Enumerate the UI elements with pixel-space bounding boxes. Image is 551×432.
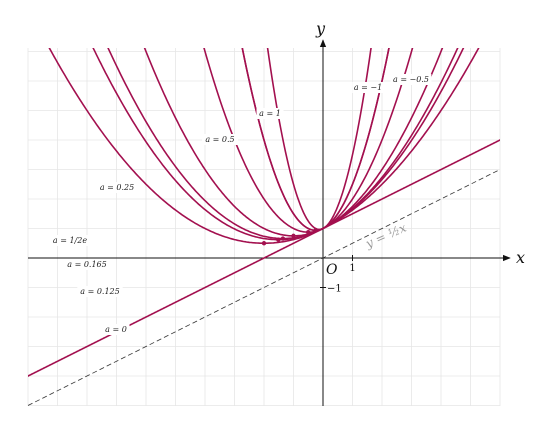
curve-a-0-165: [92, 48, 465, 241]
curve-a-0-25: [143, 48, 444, 237]
minimum-point-a-0-165: [276, 237, 281, 242]
series-label-a-0: a = 0: [105, 325, 127, 334]
series-label-background: [64, 259, 110, 270]
x-tick-label-1: 1: [349, 263, 355, 274]
curve-a-1: [241, 48, 390, 232]
series-label-a-0-25: a = 0.25: [100, 183, 134, 192]
series-label-a-1-2e: a = 1/2e: [53, 236, 87, 245]
minimum-point-a-0-5: [306, 229, 311, 235]
series-label-background: [102, 324, 130, 335]
minimum-point-group: [261, 228, 318, 246]
curve-a-1-2e: [107, 48, 459, 240]
minimum-point-a-0-125: [261, 241, 267, 246]
grid: [27, 48, 501, 406]
minimum-point-a-1: [313, 228, 318, 233]
series-label-a-0-125: a = 0.125: [80, 287, 119, 296]
curve-a-0: [28, 139, 500, 377]
curve-a-0-5: [203, 48, 414, 233]
series-label-a-1: a = 1: [259, 109, 281, 118]
series-label-a-minus-1: a = −1: [354, 83, 382, 92]
series-label-background: [49, 235, 91, 246]
series-label-background: [256, 108, 284, 119]
series-label-background: [96, 182, 138, 193]
series-label-a-minus-0-5: a = −0.5: [393, 75, 429, 84]
series-label-background: [77, 286, 123, 297]
series-label-background: [390, 74, 432, 85]
asymptote-label: y = ½x: [363, 220, 409, 251]
y-axis-label: y: [315, 19, 326, 38]
series-label-group: a = −0.5 a = −1 a = 1 a = 0.5 a = 0.25 a = 1/…: [49, 74, 432, 335]
y-tick-label-minus-1: −1: [327, 284, 342, 295]
origin-label: O: [326, 262, 338, 278]
series-label-background: [201, 134, 239, 145]
minimum-point-a-0-25: [291, 233, 296, 239]
x-axis-label: x: [516, 248, 525, 267]
series-label-a-0-165: a = 0.165: [67, 260, 106, 269]
series-label-a-0-5: a = 0.5: [205, 135, 234, 144]
series-label-background: [352, 82, 384, 93]
minimum-point-a-1-2e: [280, 236, 286, 241]
